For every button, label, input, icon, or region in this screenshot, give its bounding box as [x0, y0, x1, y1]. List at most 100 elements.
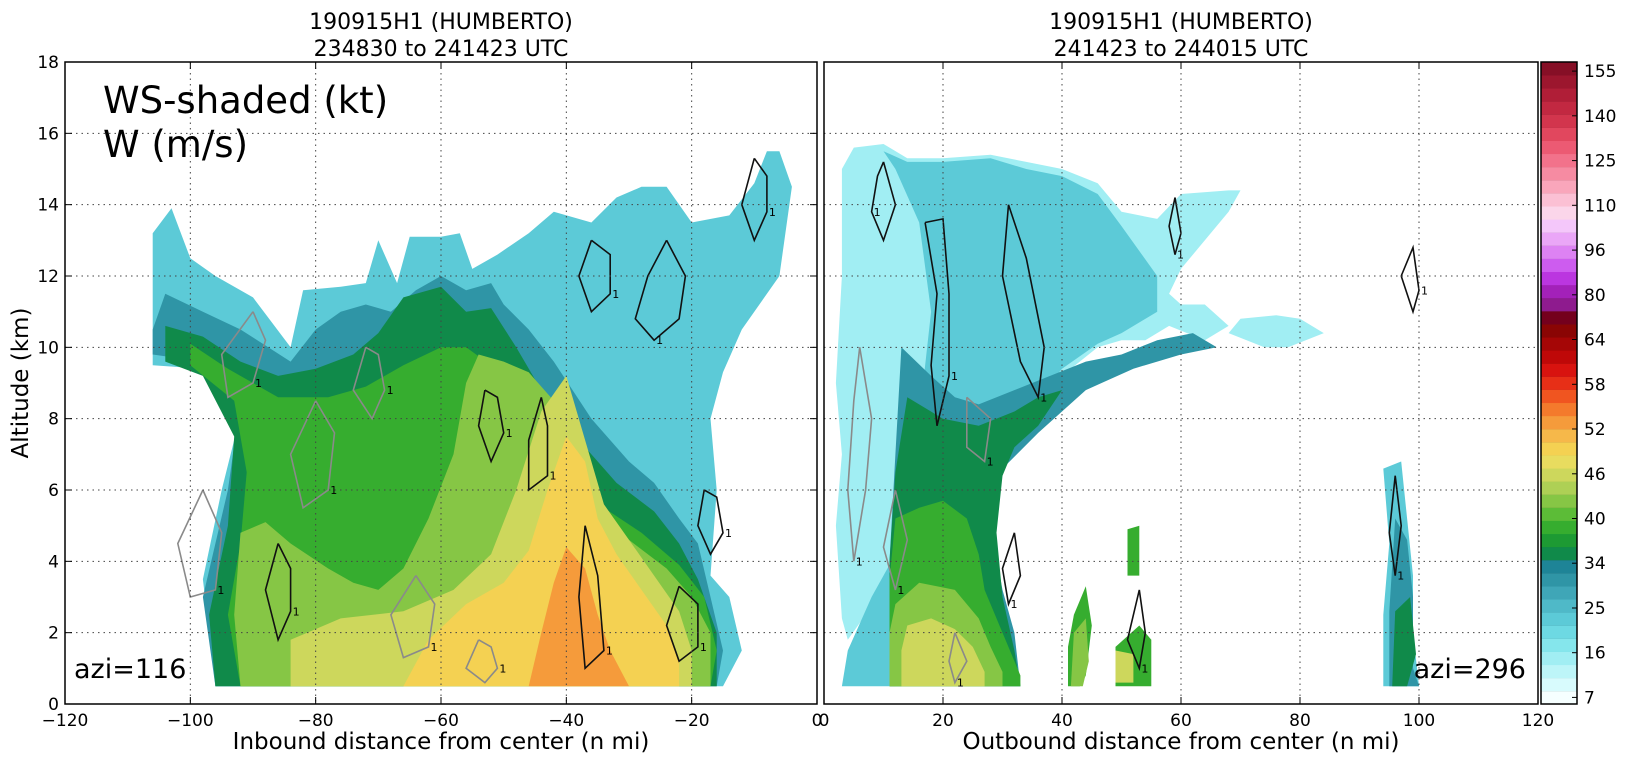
left-panel: 190915H1 (HUMBERTO) 234830 to 241423 UTC…: [8, 10, 822, 755]
left-contour-8: [740, 157, 768, 243]
colorbar-tick-label-2: 25: [1584, 599, 1606, 619]
right-contour-1: [1001, 204, 1046, 401]
left-y-tick-label-0: 0: [48, 695, 59, 715]
colorbar-tick-label-6: 52: [1584, 420, 1606, 440]
left-x-tick-label-4: −40: [548, 711, 584, 731]
colorbar-swatch-48: [1541, 62, 1577, 76]
left-contour-label-1: 1: [550, 470, 557, 483]
right-contour-0: [924, 217, 950, 426]
right-field-region-15: [1228, 315, 1324, 348]
left-contour-7: [697, 489, 724, 556]
colorbar-swatch-0: [1541, 690, 1577, 705]
right-x-tick-label-1: 20: [932, 711, 954, 731]
left-contour-label-3: 1: [656, 334, 663, 347]
colorbar-swatch-30: [1541, 297, 1577, 312]
left-y-tick-label-7: 14: [37, 196, 59, 216]
left-contour-14: [465, 639, 499, 684]
colorbar-swatch-14: [1541, 507, 1577, 521]
left-contour-label-4: 1: [612, 288, 619, 301]
colorbar-swatch-16: [1541, 481, 1577, 495]
right-title-line2: 241423 to 244015 UTC: [1054, 37, 1309, 62]
colorbar-swatch-37: [1541, 206, 1577, 220]
right-contour-11: [948, 632, 968, 685]
colorbar-swatch-6: [1541, 612, 1577, 626]
colorbar-tick-label-10: 96: [1584, 241, 1606, 261]
right-x-tick-label-3: 60: [1170, 711, 1192, 731]
right-contour-9: [965, 396, 992, 464]
colorbar-swatches: [1541, 61, 1577, 705]
y-axis-label: Altitude (km): [8, 308, 34, 459]
right-contour-label-3: 1: [1010, 598, 1017, 611]
colorbar-swatch-7: [1541, 599, 1577, 613]
colorbar-tick-label-7: 58: [1584, 375, 1606, 395]
right-contour-label-1: 1: [1040, 391, 1047, 404]
colorbar-swatch-2: [1541, 664, 1577, 679]
colorbar-swatch-43: [1541, 127, 1577, 142]
colorbar-frame: [1540, 61, 1578, 705]
right-contour-label-10: 1: [897, 584, 904, 597]
right-panel: 190915H1 (HUMBERTO) 241423 to 244015 UTC…: [819, 10, 1555, 755]
colorbar-tick-label-0: 7: [1584, 688, 1595, 708]
colorbar-tick-label-4: 40: [1584, 510, 1606, 530]
left-contour-label-8: 1: [769, 206, 776, 219]
colorbar-swatch-18: [1541, 455, 1577, 469]
right-contour-5: [1388, 475, 1403, 576]
left-contour-6: [264, 543, 292, 643]
right-azimuth-label: azi=296: [1414, 654, 1526, 685]
colorbar-swatch-19: [1541, 441, 1577, 456]
left-contour-label-12: 1: [255, 377, 262, 390]
right-x-ticks: 0 20 40 60 80 100 120: [819, 62, 1554, 731]
colorbar-swatch-40: [1541, 166, 1577, 181]
right-contour-label-5: 1: [1397, 570, 1404, 583]
colorbar-tick-label-3: 34: [1584, 554, 1606, 574]
colorbar-swatch-33: [1541, 258, 1577, 273]
colorbar-swatch-25: [1541, 363, 1577, 377]
colorbar-swatch-28: [1541, 324, 1577, 338]
left-contour-label-9: 1: [217, 584, 224, 597]
colorbar-swatch-42: [1541, 140, 1577, 155]
right-contour-label-0: 1: [951, 370, 958, 383]
colorbar-swatch-4: [1541, 638, 1577, 652]
right-contour-10: [882, 489, 909, 591]
right-contour-7: [1400, 244, 1420, 315]
left-y-tick-label-4: 8: [48, 410, 59, 430]
colorbar-tick-label-14: 155: [1584, 62, 1616, 82]
right-contour-3: [1001, 532, 1022, 607]
colorbar-swatch-3: [1541, 651, 1577, 666]
left-contour-13: [352, 346, 386, 421]
left-contour-label-13: 1: [387, 384, 394, 397]
left-contour-9: [176, 489, 223, 598]
right-field-layer: [835, 144, 1419, 687]
left-y-tick-label-6: 12: [37, 267, 59, 287]
right-contour-label-4: 1: [1141, 662, 1148, 675]
right-field-region-9: [1127, 525, 1140, 576]
right-contour-8: [846, 347, 873, 562]
left-contour-3: [634, 239, 687, 342]
right-grid: [824, 62, 1538, 704]
left-contour-10: [289, 400, 336, 510]
left-contour-label-14: 1: [499, 662, 506, 675]
colorbar-swatch-27: [1541, 337, 1577, 351]
left-y-tick-label-8: 16: [37, 124, 59, 144]
right-x-tick-label-5: 100: [1403, 711, 1435, 731]
colorbar-swatch-39: [1541, 179, 1577, 194]
right-x-tick-label-6: 120: [1522, 711, 1554, 731]
colorbar-tick-label-1: 16: [1584, 644, 1606, 664]
right-field-region-6: [901, 618, 985, 687]
left-x-tick-label-1: −100: [167, 711, 214, 731]
left-y-ticks: 0 2 4 6 8 10 12 14 16 18: [37, 53, 817, 715]
left-x-axis-label: Inbound distance from center (n mi): [233, 729, 650, 755]
right-contour-label-2: 1: [874, 206, 881, 219]
colorbar-swatch-8: [1541, 586, 1577, 600]
left-x-ticks: −120 −100 −80 −60 −40 −20 0: [42, 62, 822, 731]
colorbar-swatch-32: [1541, 271, 1577, 286]
left-azimuth-label: azi=116: [74, 654, 186, 685]
left-contour-5: [665, 585, 699, 663]
left-field-region-6: [403, 436, 680, 687]
colorbar-swatch-23: [1541, 389, 1577, 404]
colorbar-ticks: 7 16 25 34 40 46 52 58 64 80 96 110 125 140 155: [1572, 62, 1616, 708]
colorbar-swatch-24: [1541, 376, 1577, 390]
right-title-line1: 190915H1 (HUMBERTO): [1049, 10, 1313, 35]
colorbar-swatch-10: [1541, 559, 1577, 574]
